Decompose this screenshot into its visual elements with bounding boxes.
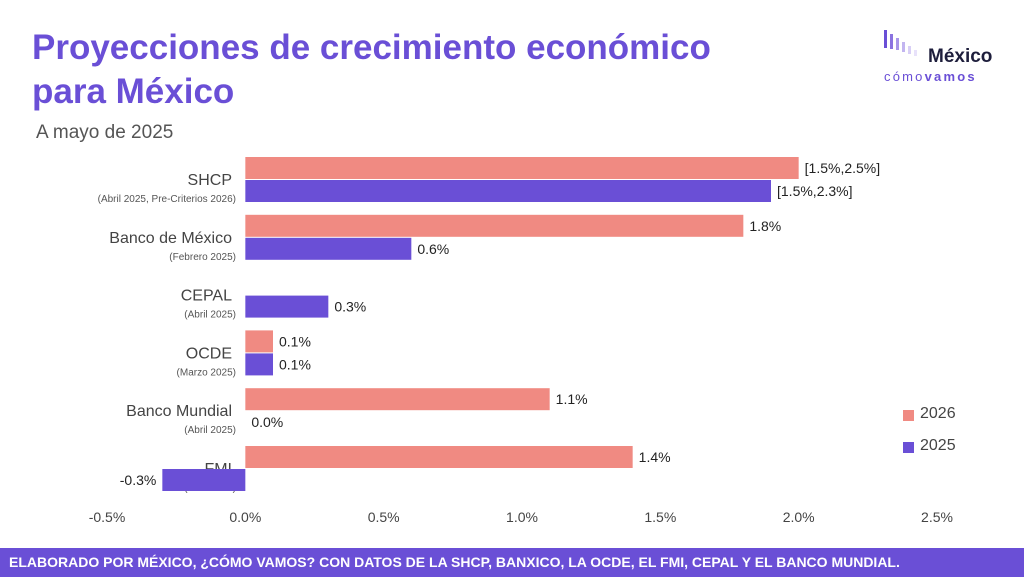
legend-swatch-2025 — [903, 442, 914, 453]
data-label-banco-de-mexico-2025: 0.6% — [417, 241, 449, 257]
category-label-banco-mundial: Banco Mundial — [126, 403, 232, 420]
category-note-shcp: (Abril 2025, Pre-Criterios 2026) — [98, 194, 236, 205]
logo: México cómovamos — [880, 26, 1010, 86]
page-title: Proyecciones de crecimiento económico pa… — [32, 28, 711, 111]
bar-ocde-2025 — [245, 353, 273, 376]
bar-shcp-2026 — [245, 157, 799, 179]
legend-swatch-2026 — [903, 410, 914, 421]
category-note-ocde: (Marzo 2025) — [177, 367, 236, 378]
bar-ocde-2026 — [245, 330, 273, 353]
data-label-banco-de-mexico-2026: 1.8% — [749, 218, 781, 234]
data-label-banco-mundial-2025: 0.0% — [251, 414, 283, 430]
category-label-banco-de-mexico: Banco de México — [109, 230, 232, 247]
data-label-banco-mundial-2026: 1.1% — [556, 391, 588, 407]
footer-source-text: ELABORADO POR MÉXICO, ¿CÓMO VAMOS? CON D… — [9, 554, 900, 570]
logo-tagline-light: cómo — [884, 69, 925, 84]
logo-bars-icon — [884, 30, 917, 56]
x-tick-label: 2.5% — [921, 509, 953, 525]
x-tick-label: 0.5% — [368, 509, 400, 525]
data-label-ocde-2026: 0.1% — [279, 333, 311, 349]
category-note-banco-mundial: (Abril 2025) — [184, 425, 236, 436]
category-note-cepal: (Abril 2025) — [184, 310, 236, 321]
bar-shcp-2025 — [245, 180, 772, 202]
category-label-shcp: SHCP — [188, 172, 232, 189]
footer-bar: ELABORADO POR MÉXICO, ¿CÓMO VAMOS? CON D… — [0, 548, 1024, 577]
bar-fmi-2026 — [245, 446, 633, 468]
bar-banco-mundial-2026 — [245, 388, 550, 411]
data-label-fmi-2026: 1.4% — [639, 449, 671, 465]
x-tick-label: 1.0% — [506, 509, 538, 525]
data-label-ocde-2025: 0.1% — [279, 356, 311, 372]
category-note-banco-de-mexico: (Febrero 2025) — [169, 252, 236, 263]
logo-tagline: cómovamos — [884, 69, 977, 84]
data-label-shcp-2026: [1.5%,2.5%] — [805, 160, 881, 176]
legend-label-2025: 2025 — [920, 437, 956, 454]
logo-word: México — [928, 46, 993, 67]
data-label-fmi-2025: -0.3% — [120, 472, 157, 488]
page-subtitle: A mayo de 2025 — [36, 122, 174, 143]
category-label-cepal: CEPAL — [181, 288, 232, 305]
x-tick-label: 0.0% — [229, 509, 261, 525]
logo-tagline-bold: vamos — [924, 69, 977, 84]
bar-chart: SHCP (Abril 2025, Pre-Criterios 2026) [1.5… — [89, 157, 953, 525]
x-tick-label: 2.0% — [783, 509, 815, 525]
bar-banco-de-mexico-2025 — [245, 237, 412, 260]
x-tick-label: -0.5% — [89, 509, 126, 525]
data-label-cepal-2025: 0.3% — [334, 299, 366, 315]
data-label-shcp-2025: [1.5%,2.3%] — [777, 183, 853, 199]
bar-banco-de-mexico-2026 — [245, 214, 744, 237]
bar-fmi-2025 — [162, 469, 246, 491]
legend-label-2026: 2026 — [920, 405, 956, 422]
category-label-ocde: OCDE — [186, 345, 232, 362]
bar-cepal-2025 — [245, 295, 329, 318]
x-tick-label: 1.5% — [644, 509, 676, 525]
